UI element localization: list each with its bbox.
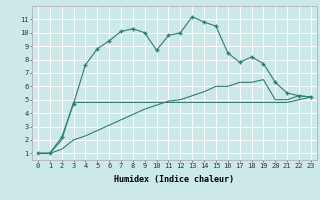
X-axis label: Humidex (Indice chaleur): Humidex (Indice chaleur)	[115, 175, 234, 184]
